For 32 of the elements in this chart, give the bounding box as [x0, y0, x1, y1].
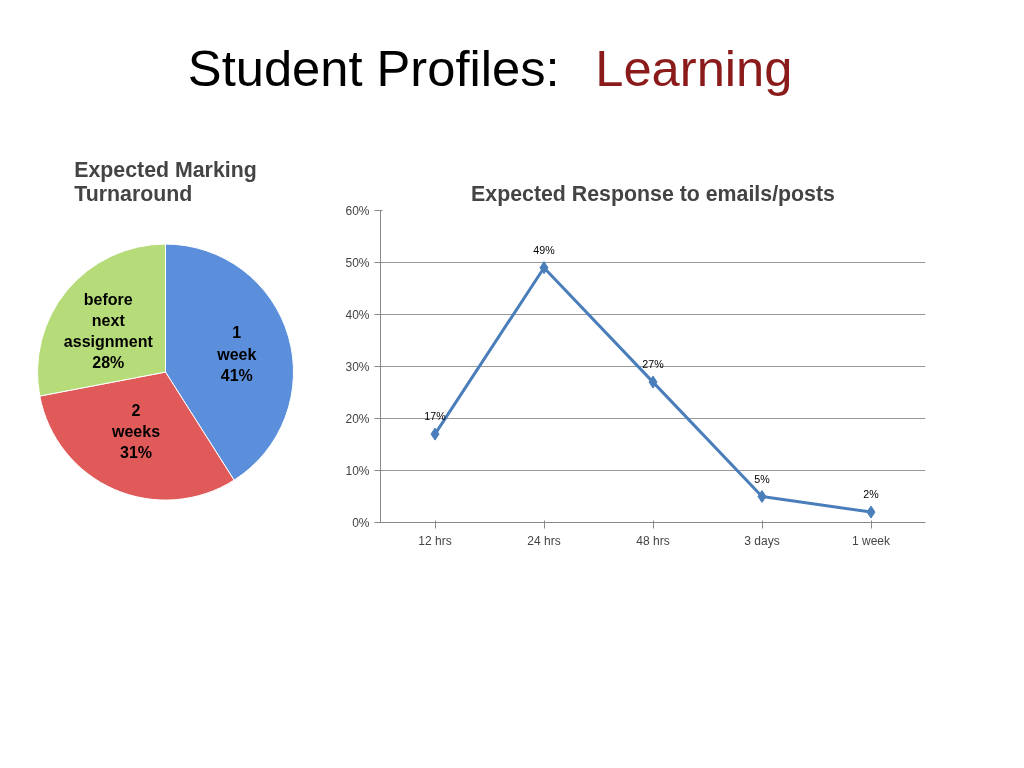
point	[539, 261, 549, 275]
y-tick-label: 60%	[345, 203, 370, 218]
text: Student Profiles:	[187, 40, 560, 97]
slice-label: 1 week	[216, 324, 257, 363]
data-label: 17%	[424, 410, 447, 423]
y-tick-label: 40%	[345, 307, 370, 322]
slice-label: 2 weeks	[111, 401, 161, 440]
point	[430, 427, 440, 441]
text: Learning	[595, 40, 793, 97]
slice-label: before next assignment	[63, 290, 154, 350]
data-label: 41%	[220, 366, 253, 384]
x-tick-label: 3 days	[744, 533, 780, 548]
point	[866, 505, 876, 519]
point	[648, 375, 658, 389]
y-tick-label: 0%	[352, 515, 370, 530]
y-tick-label: 50%	[345, 255, 370, 270]
data-label: 5%	[754, 472, 771, 485]
x-tick-label: 1 week	[851, 533, 892, 548]
x-tick-label: 24 hrs	[527, 533, 561, 548]
x-tick-label: 12 hrs	[418, 533, 452, 548]
y-tick-label: 30%	[345, 359, 370, 374]
data-label: 31%	[120, 444, 153, 462]
chart-title: Expected Response to emails/posts	[471, 181, 835, 206]
data-label: 27%	[642, 358, 665, 371]
y-tick-label: 20%	[345, 411, 370, 426]
y-tick-label: 10%	[345, 463, 370, 478]
x-tick-label: 48 hrs	[636, 533, 670, 548]
data-label: 28%	[92, 354, 125, 372]
data-label: 2%	[863, 488, 880, 501]
point	[757, 490, 767, 503]
data-label: 49%	[533, 243, 556, 256]
chart-title: Expected Marking Turnaround	[74, 157, 257, 206]
